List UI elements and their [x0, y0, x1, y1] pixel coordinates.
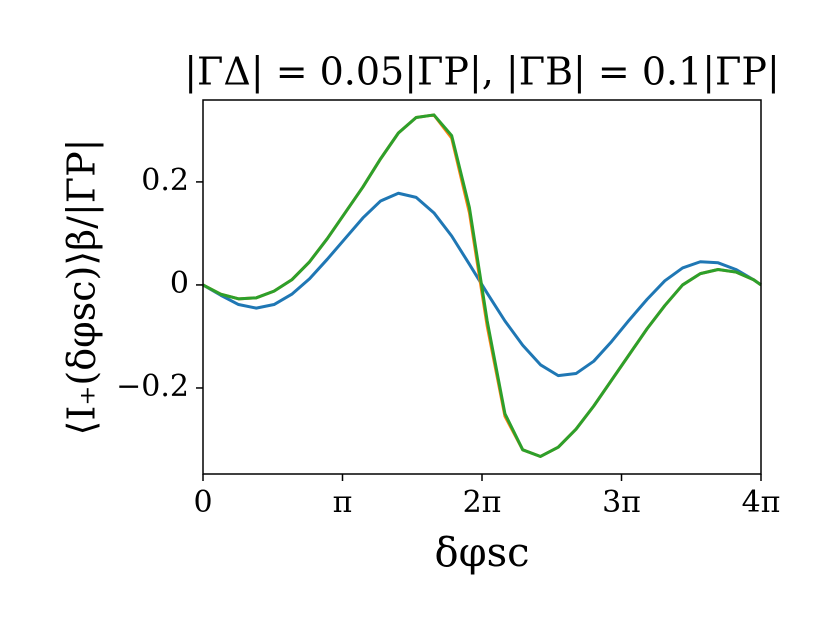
- data-line: [202, 113, 762, 458]
- y-tick-label: 0: [170, 266, 189, 301]
- data-line: [202, 191, 762, 378]
- y-tick-label: 0.2: [141, 163, 189, 198]
- chart-title: |ΓΔ| = 0.05|ΓP|, |ΓB| = 0.1|ΓP|: [184, 50, 780, 94]
- x-tick-label: π: [333, 485, 353, 520]
- x-axis-label: δφsc: [434, 530, 529, 576]
- y-tick-label: −0.2: [116, 369, 189, 404]
- x-tick-label: 3π: [602, 485, 641, 520]
- x-tick-label: 4π: [742, 485, 781, 520]
- x-tick-label: 2π: [463, 485, 502, 520]
- plot-frame: [202, 99, 762, 475]
- x-tick-label: 0: [193, 485, 212, 520]
- y-axis-label: ⟨I₊(δφsc)⟩β/|ΓP|: [60, 139, 104, 436]
